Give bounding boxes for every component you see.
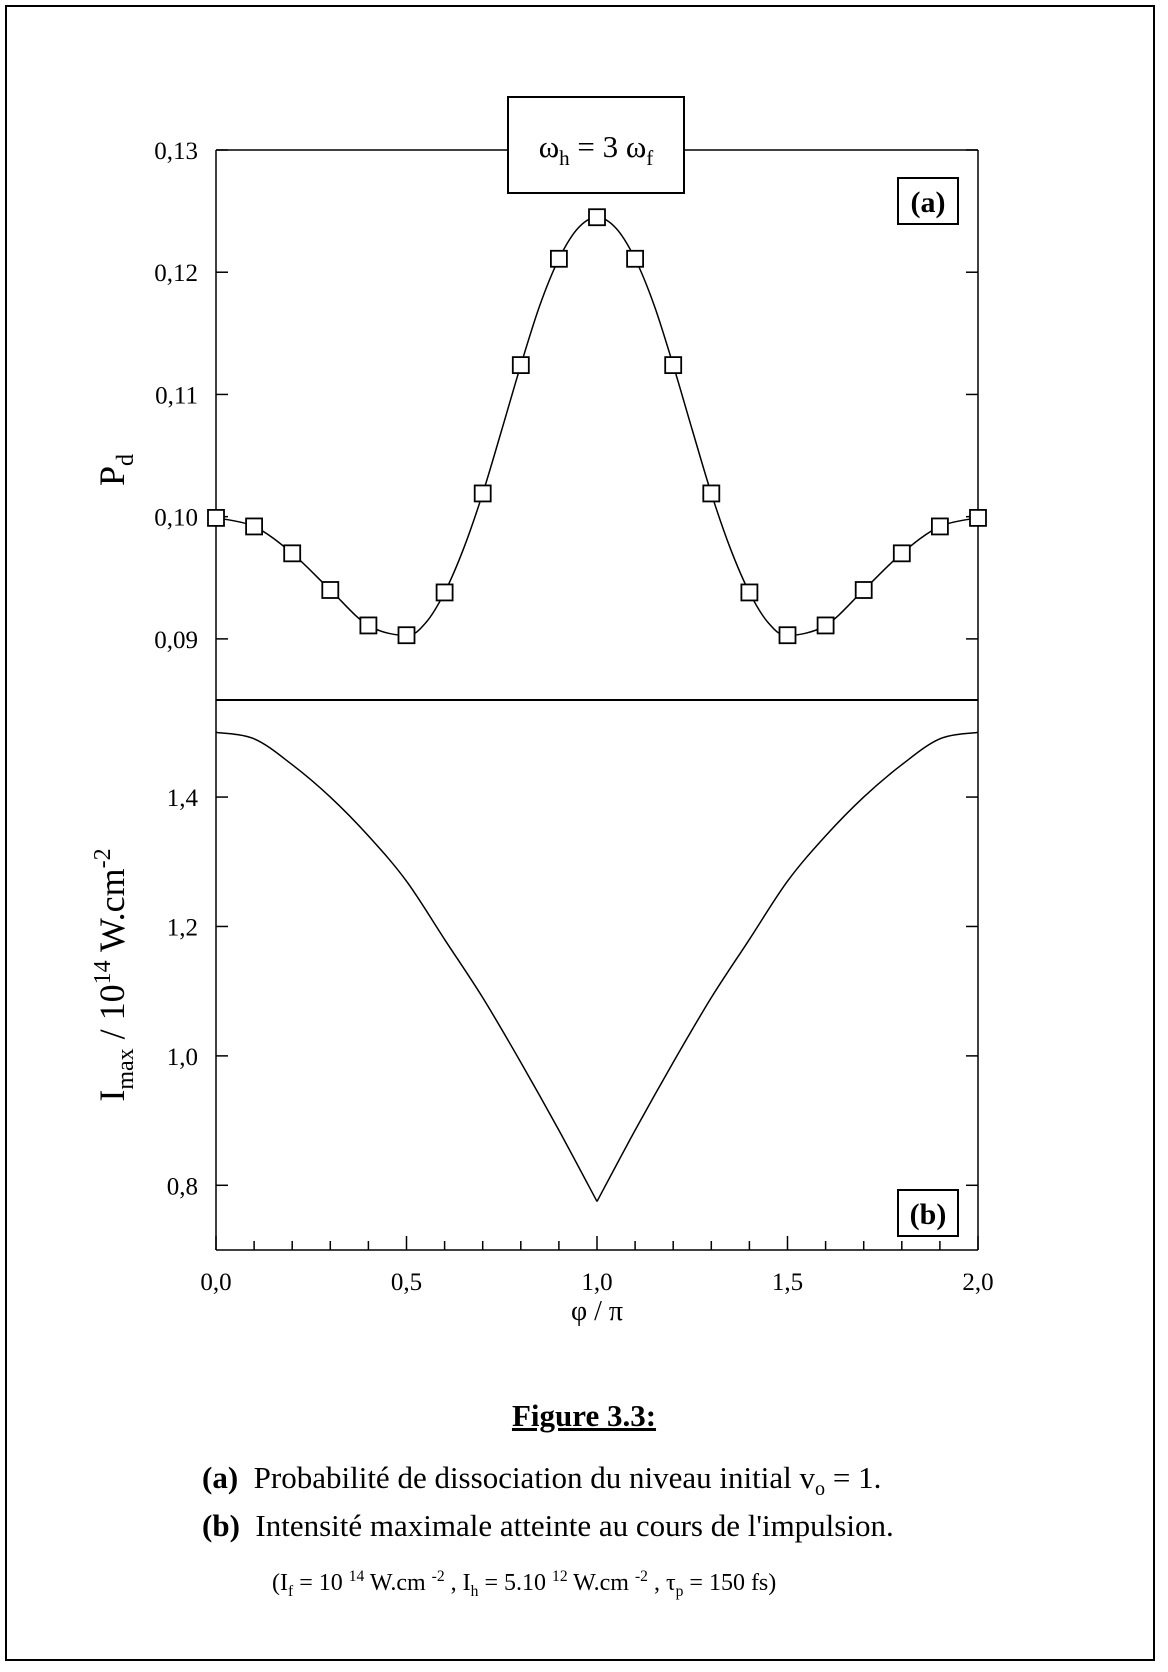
figure-frame <box>5 5 1155 1661</box>
param-4-sub: h <box>470 1582 479 1600</box>
param-2: = 10 <box>293 1570 349 1596</box>
caption-b-text: Intensité maximale atteinte au cours de … <box>255 1508 894 1543</box>
figure-caption-title: Figure 3.3: <box>511 1398 657 1433</box>
x-tick-label: 0,5 <box>391 1269 422 1296</box>
marker-square <box>778 626 797 645</box>
ylabel-b-bsup: 14 <box>90 960 116 984</box>
x-tick-label: 1,0 <box>581 1269 612 1296</box>
panel-a-frame <box>215 149 979 700</box>
caption-parameters: (If = 10 14 W.cm -2 , Ih = 5.10 12 W.cm … <box>272 1568 776 1601</box>
panel-a-curve <box>215 216 979 636</box>
param-5: = 5.10 <box>478 1570 553 1596</box>
param-5-sup: 12 <box>552 1568 568 1585</box>
marker-square <box>207 508 225 527</box>
panel-b-ylabel: Imax / 1014 W.cm-2 <box>90 848 139 1101</box>
param-7-sub: p <box>675 1582 684 1600</box>
x-axis-title: φ / π <box>571 1296 623 1327</box>
caption-a-text: Probabilité de dissociation du niveau in… <box>253 1460 816 1495</box>
panel-a-ylabel-main: P <box>92 466 132 486</box>
y-tick-label: 0,12 <box>154 260 198 287</box>
y-tick-label: 0,10 <box>154 505 198 532</box>
legend-omega-h: ω <box>539 129 559 164</box>
param-7: , τ <box>647 1570 676 1596</box>
ylabel-b-c: W.cm <box>92 868 132 960</box>
panel-a-label: (a) <box>911 186 946 219</box>
y-tick-label: 0,8 <box>167 1173 198 1200</box>
panel-a-ticks: 0,09 0,10 0,11 0,12 0,13 <box>154 138 978 654</box>
marker-square <box>626 249 644 268</box>
panel-a-ylabel-sub: d <box>113 454 139 466</box>
param-3: W.cm <box>364 1570 432 1596</box>
x-tick-label: 1,5 <box>772 1269 803 1296</box>
marker-square <box>588 208 606 227</box>
x-tick-label: 0,0 <box>200 1269 231 1296</box>
x-axis-ticks: 0,0 0,5 1,0 1,5 2,0 <box>200 1236 994 1296</box>
panel-b-curve <box>215 731 979 1202</box>
marker-square <box>511 356 530 375</box>
param-6-sup: -2 <box>634 1568 648 1585</box>
figure-plot: 0,09 0,10 0,11 0,12 0,13 0,8 1,0 1,2 1,4 0,0 0,5… <box>90 96 994 1327</box>
y-tick-label: 1,2 <box>167 914 198 941</box>
marker-square <box>664 356 683 375</box>
marker-square <box>816 616 835 635</box>
panel-b-frame <box>215 700 979 1251</box>
caption-line-a: (a) Probabilité de dissociation du nivea… <box>202 1460 881 1501</box>
param-3-sup: -2 <box>431 1568 445 1585</box>
marker-square <box>321 581 340 599</box>
x-tick-label: 2,0 <box>962 1269 993 1296</box>
panel-b-ticks: 0,8 1,0 1,2 1,4 <box>167 785 978 1200</box>
panel-a-label-box <box>897 177 959 225</box>
y-tick-label: 0,11 <box>155 382 198 409</box>
y-tick-label: 1,0 <box>167 1044 198 1071</box>
param-8: = 150 fs) <box>683 1570 777 1596</box>
marker-square <box>892 544 911 563</box>
param-1-sub: f <box>287 1582 294 1600</box>
marker-square <box>550 249 568 268</box>
marker-square <box>969 508 987 527</box>
legend-sub-h: h <box>559 146 570 170</box>
ylabel-b-b: / 10 <box>92 984 132 1048</box>
ylabel-b-a: I <box>92 1090 132 1102</box>
param-1: (I <box>272 1570 288 1596</box>
param-2-sup: 14 <box>348 1568 365 1585</box>
caption-line-b: (b) Intensité maximale atteinte au cours… <box>202 1508 894 1544</box>
caption-a-sub: o <box>815 1478 826 1501</box>
ylabel-b-asub: max <box>113 1048 139 1089</box>
caption-a-end: = 1. <box>825 1460 882 1495</box>
marker-square <box>359 616 378 635</box>
marker-square <box>740 583 759 602</box>
param-6: W.cm <box>567 1570 635 1596</box>
marker-square <box>702 484 721 503</box>
y-tick-label: 0,13 <box>154 138 198 165</box>
marker-square <box>283 544 302 563</box>
legend-mid: = 3 ω <box>570 129 647 164</box>
marker-square <box>435 583 454 602</box>
caption-a-label: (a) <box>202 1460 239 1495</box>
legend-sub-f: f <box>646 146 653 170</box>
y-tick-label: 1,4 <box>167 785 199 812</box>
caption-b-label: (b) <box>202 1508 240 1543</box>
marker-square <box>245 517 264 536</box>
panel-a-markers <box>207 208 987 645</box>
panel-b-label-box <box>897 1189 959 1237</box>
panel-b-label: (b) <box>910 1198 947 1231</box>
marker-square <box>854 581 873 599</box>
marker-square <box>931 517 949 536</box>
ylabel-b-csup: -2 <box>90 848 116 868</box>
marker-square <box>397 626 416 645</box>
legend-box <box>507 96 685 194</box>
legend-text: ωh = 3 ωf <box>539 129 654 170</box>
panel-a-ylabel: Pd <box>92 454 139 486</box>
y-tick-label: 0,09 <box>154 627 198 654</box>
param-4: , I <box>444 1570 471 1596</box>
marker-square <box>473 484 492 503</box>
